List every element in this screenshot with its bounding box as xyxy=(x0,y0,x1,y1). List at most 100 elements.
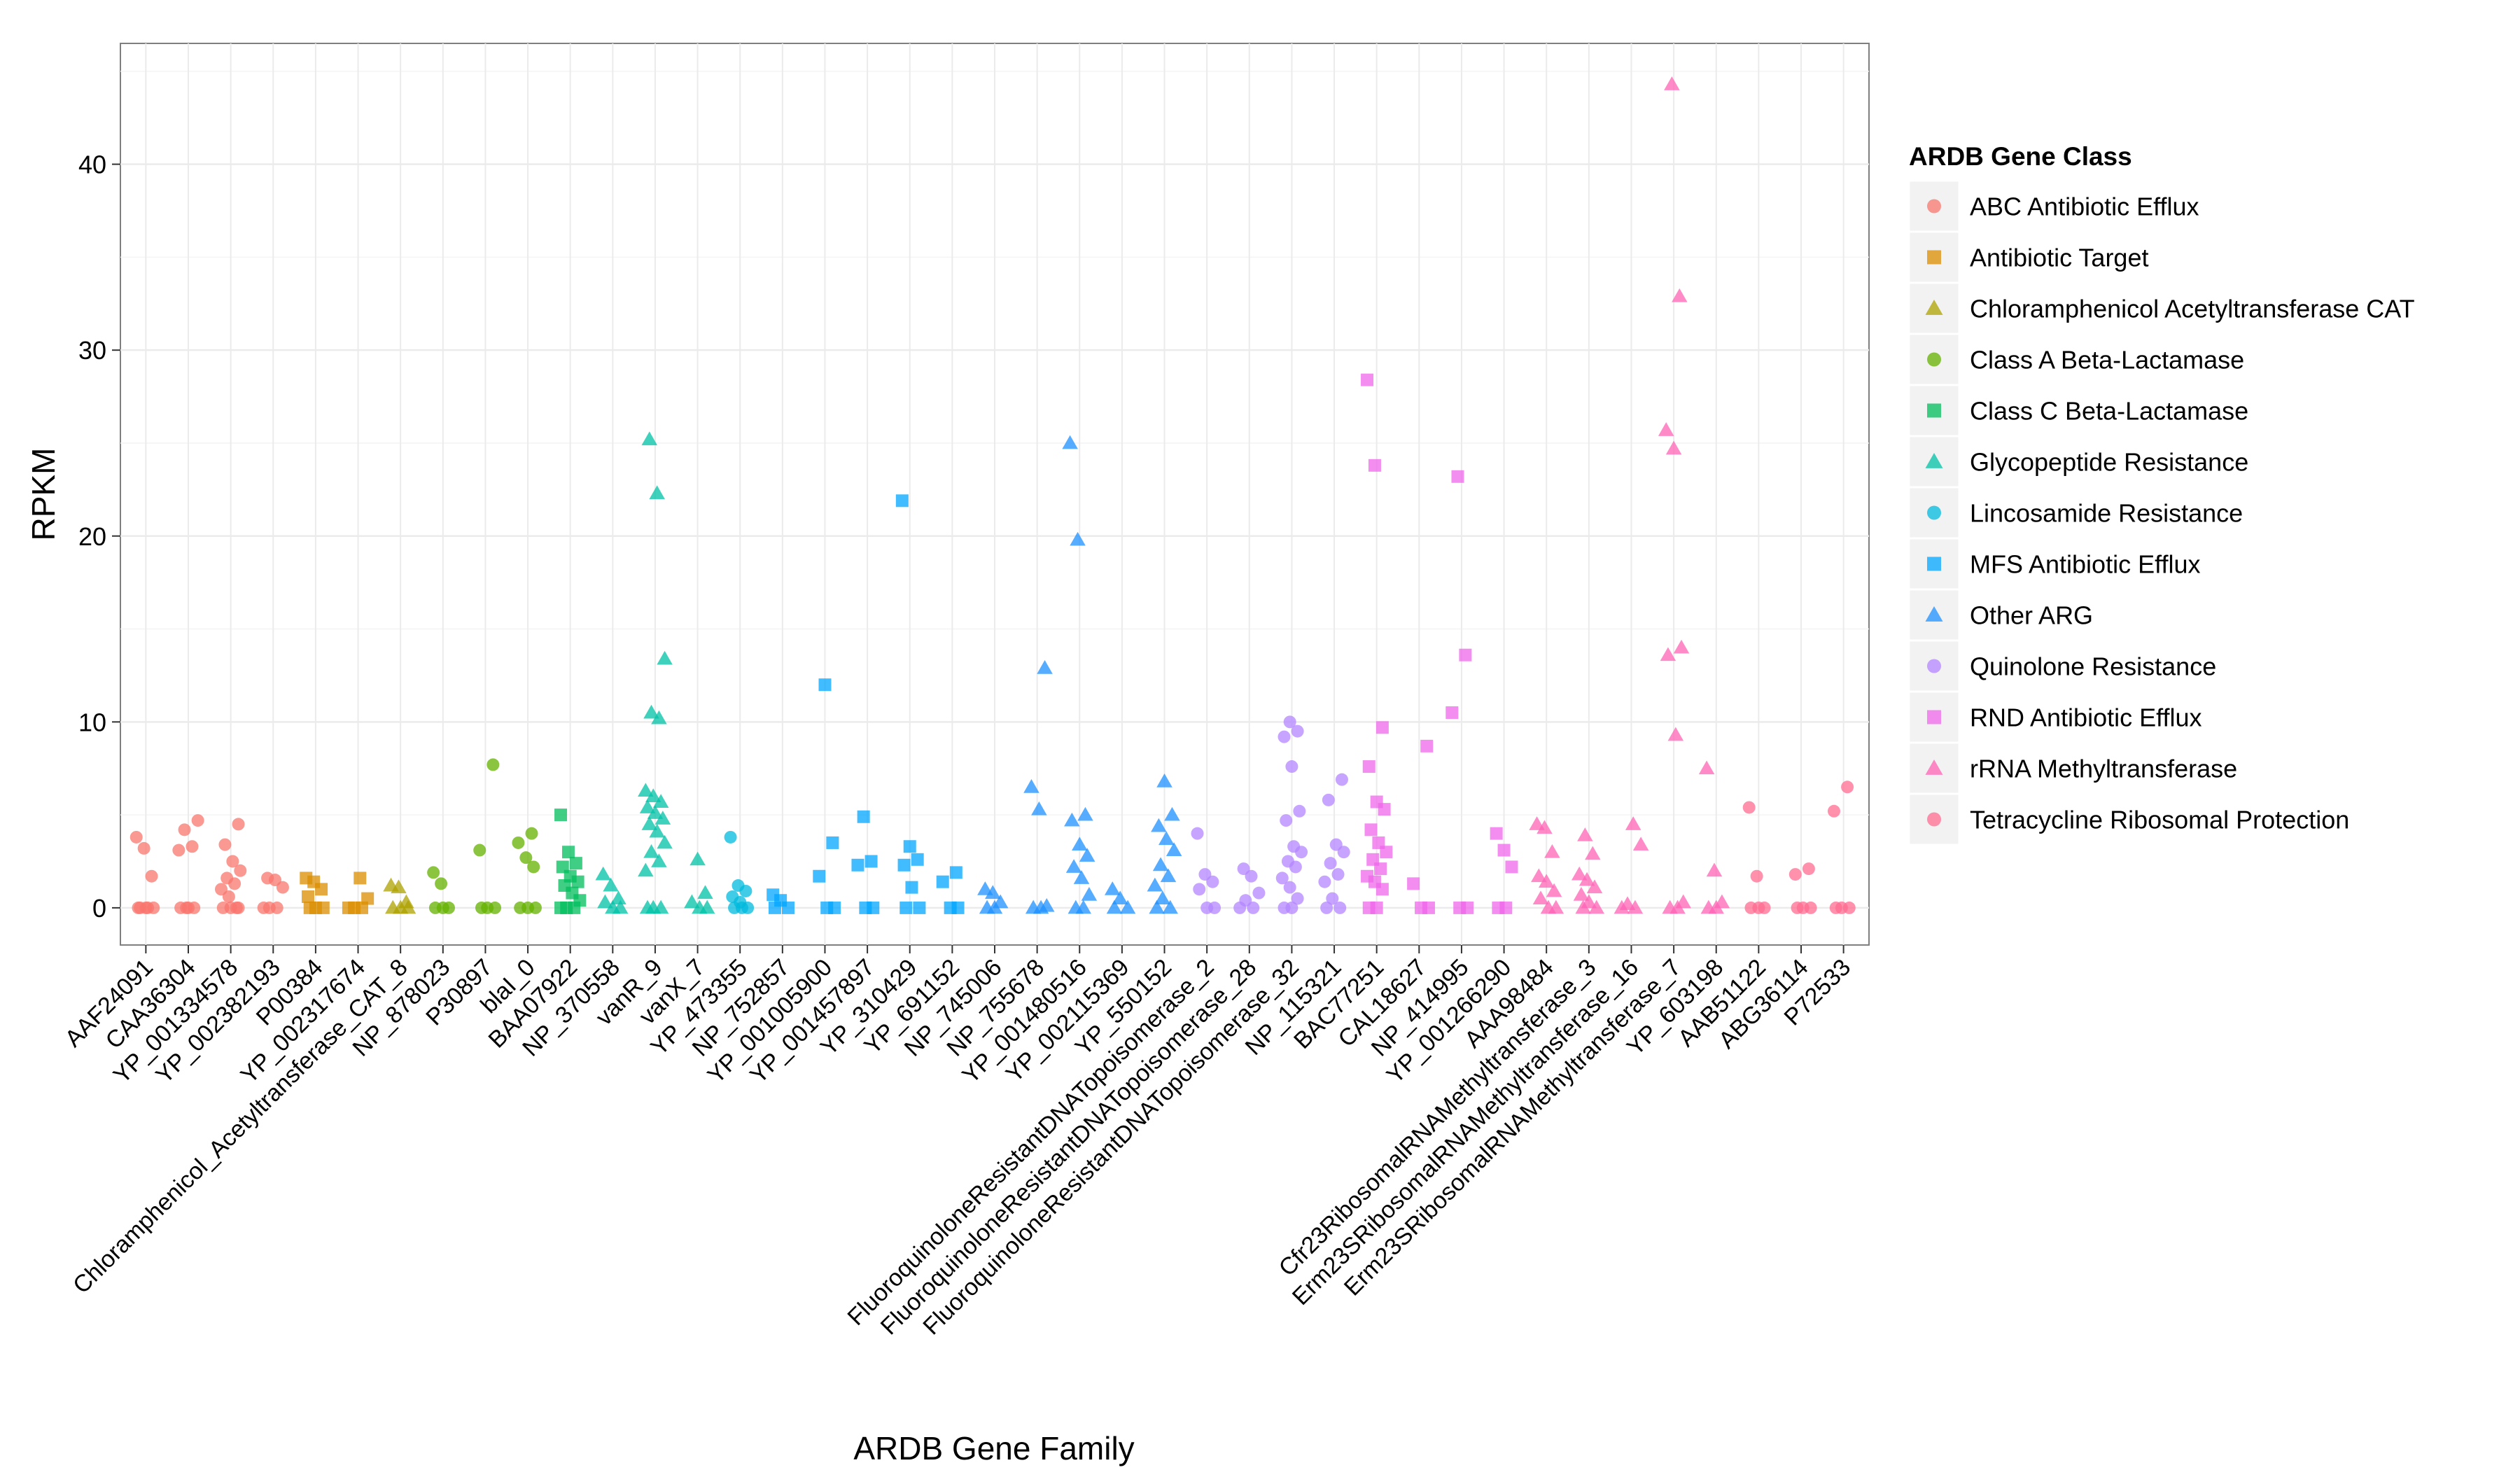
point-other-arg xyxy=(1158,831,1175,846)
point-tetracycline-ribosomal-protection xyxy=(1842,901,1856,914)
point-rnd-antibiotic-efflux xyxy=(1380,846,1393,859)
point-rrna-methyltransferase xyxy=(1670,899,1686,914)
legend-label: Class C Beta-Lactamase xyxy=(1970,397,2248,426)
point-other-arg xyxy=(985,885,1001,899)
point-other-arg xyxy=(1160,868,1177,883)
point-abc-antibiotic-efflux xyxy=(186,840,199,853)
point-quinolone-resistance xyxy=(1289,860,1302,874)
point-glycopeptide-resistance xyxy=(641,816,658,830)
point-rnd-antibiotic-efflux xyxy=(1361,373,1374,386)
point-quinolone-resistance xyxy=(1322,793,1335,806)
point-glycopeptide-resistance xyxy=(651,710,667,724)
point-abc-antibiotic-efflux xyxy=(228,877,241,890)
legend-label: Glycopeptide Resistance xyxy=(1970,448,2248,477)
point-other-arg xyxy=(1073,870,1090,884)
point-quinolone-resistance xyxy=(1285,760,1298,774)
point-glycopeptide-resistance xyxy=(652,899,669,914)
point-lincosamide-resistance xyxy=(735,901,748,914)
point-quinolone-resistance xyxy=(1275,872,1289,885)
legend-label: Quinolone Resistance xyxy=(1970,652,2216,681)
point-other-arg xyxy=(986,899,1003,914)
point-glycopeptide-resistance xyxy=(699,899,715,914)
point-quinolone-resistance xyxy=(1331,868,1345,881)
point-rrna-methyltransferase xyxy=(1586,879,1603,894)
point-class-a-beta-lactamase xyxy=(512,836,525,849)
legend-marker xyxy=(1927,352,1941,367)
point-quinolone-resistance xyxy=(1334,901,1347,914)
legend-marker xyxy=(1927,403,1941,418)
point-glycopeptide-resistance xyxy=(645,788,662,802)
point-abc-antibiotic-efflux xyxy=(145,869,158,883)
point-quinolone-resistance xyxy=(1206,875,1219,888)
point-other-arg xyxy=(1156,774,1172,788)
point-glycopeptide-resistance xyxy=(639,799,656,813)
legend-label: Class A Beta-Lactamase xyxy=(1970,346,2244,374)
point-abc-antibiotic-efflux xyxy=(232,901,245,914)
point-quinolone-resistance xyxy=(1291,724,1304,738)
legend-marker xyxy=(1927,659,1941,673)
point-rrna-methyltransferase xyxy=(1531,868,1547,883)
point-glycopeptide-resistance xyxy=(639,899,656,914)
point-rnd-antibiotic-efflux xyxy=(1368,458,1381,472)
point-quinolone-resistance xyxy=(1280,814,1293,827)
point-rrna-methyltransferase xyxy=(1578,872,1595,886)
point-other-arg xyxy=(1162,899,1178,914)
legend-marker xyxy=(1927,250,1941,265)
point-rrna-methyltransferase xyxy=(1664,76,1680,90)
point-abc-antibiotic-efflux xyxy=(276,881,289,894)
point-mfs-antibiotic-efflux xyxy=(895,494,909,507)
x-axis-title: ARDB Gene Family xyxy=(853,1430,1134,1466)
point-glycopeptide-resistance xyxy=(643,844,659,858)
point-glycopeptide-resistance xyxy=(638,862,654,877)
point-rnd-antibiotic-efflux xyxy=(1497,844,1511,857)
legend-label: rRNA Methyltransferase xyxy=(1970,755,2237,783)
point-class-a-beta-lactamase xyxy=(427,866,440,879)
point-mfs-antibiotic-efflux xyxy=(899,901,913,914)
point-class-a-beta-lactamase xyxy=(519,851,533,864)
point-rrna-methyltransferase xyxy=(1532,890,1549,905)
data-points xyxy=(130,76,1856,914)
point-mfs-antibiotic-efflux xyxy=(897,858,911,872)
point-rnd-antibiotic-efflux xyxy=(1451,470,1464,483)
point-glycopeptide-resistance xyxy=(657,834,673,849)
point-quinolone-resistance xyxy=(1324,857,1337,870)
point-rrna-methyltransferase xyxy=(1632,836,1649,851)
point-quinolone-resistance xyxy=(1318,875,1331,888)
legend-marker xyxy=(1927,199,1941,214)
legend-marker xyxy=(1927,556,1941,571)
point-other-arg xyxy=(1070,531,1086,546)
point-antibiotic-target xyxy=(342,901,355,914)
point-rrna-methyltransferase xyxy=(1708,899,1724,914)
point-class-a-beta-lactamase xyxy=(486,758,500,771)
point-other-arg xyxy=(1119,899,1136,914)
point-chloramphenicol-acetyltransferase-cat xyxy=(400,899,416,914)
point-other-arg xyxy=(1072,836,1088,851)
point-rnd-antibiotic-efflux xyxy=(1505,860,1518,874)
point-other-arg xyxy=(1031,801,1047,816)
point-rnd-antibiotic-efflux xyxy=(1490,827,1503,840)
point-other-arg xyxy=(1112,890,1128,905)
point-mfs-antibiotic-efflux xyxy=(782,901,795,914)
point-quinolone-resistance xyxy=(1283,715,1296,729)
point-mfs-antibiotic-efflux xyxy=(936,875,949,888)
point-quinolone-resistance xyxy=(1193,883,1206,896)
point-quinolone-resistance xyxy=(1335,773,1348,786)
point-mfs-antibiotic-efflux xyxy=(911,853,924,866)
point-abc-antibiotic-efflux xyxy=(172,844,186,857)
point-class-c-beta-lactamase xyxy=(571,875,584,888)
point-glycopeptide-resistance xyxy=(643,704,659,719)
point-rrna-methyltransferase xyxy=(1627,899,1644,914)
point-glycopeptide-resistance xyxy=(684,894,700,909)
point-rrna-methyltransferase xyxy=(1536,820,1553,834)
legend-label: MFS Antibiotic Efflux xyxy=(1970,550,2200,579)
legend-marker xyxy=(1925,760,1943,775)
point-other-arg xyxy=(1164,806,1180,821)
legend-marker xyxy=(1925,606,1943,622)
y-tick-label: 40 xyxy=(78,150,106,179)
point-other-arg xyxy=(1081,887,1098,901)
legend-label: Antibiotic Target xyxy=(1970,244,2148,272)
point-rrna-methyltransferase xyxy=(1585,846,1601,860)
point-class-a-beta-lactamase xyxy=(475,901,488,914)
point-mfs-antibiotic-efflux xyxy=(768,901,781,914)
